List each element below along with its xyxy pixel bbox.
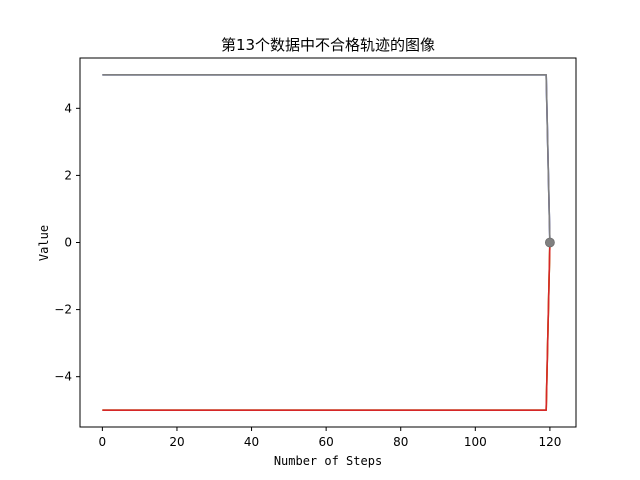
y-tick-label: −4 bbox=[54, 370, 72, 384]
x-tick-label: 80 bbox=[393, 435, 408, 449]
series-line-4 bbox=[102, 242, 551, 412]
x-tick-label: 120 bbox=[538, 435, 561, 449]
y-axis: −4 −2 0 2 4 bbox=[54, 101, 80, 384]
chart-title: 第13个数据中不合格轨迹的图像 bbox=[221, 36, 435, 54]
plot-frame bbox=[79, 57, 577, 428]
x-axis: 0 20 40 60 80 100 120 bbox=[99, 427, 561, 449]
end-point-marker bbox=[544, 237, 555, 248]
y-tick-label: 4 bbox=[64, 101, 72, 115]
x-tick-label: 40 bbox=[244, 435, 259, 449]
y-axis-label: Value bbox=[37, 225, 51, 261]
x-tick-label: 20 bbox=[169, 435, 184, 449]
x-tick-label: 0 bbox=[99, 435, 107, 449]
y-tick-label: 0 bbox=[64, 236, 72, 250]
series-line-6 bbox=[102, 73, 551, 243]
x-tick-label: 60 bbox=[318, 435, 333, 449]
x-axis-label: Number of Steps bbox=[274, 454, 382, 468]
plot-area bbox=[102, 73, 555, 412]
y-tick-label: 2 bbox=[64, 168, 72, 182]
x-tick-label: 100 bbox=[464, 435, 487, 449]
y-tick-label: −2 bbox=[54, 303, 72, 317]
